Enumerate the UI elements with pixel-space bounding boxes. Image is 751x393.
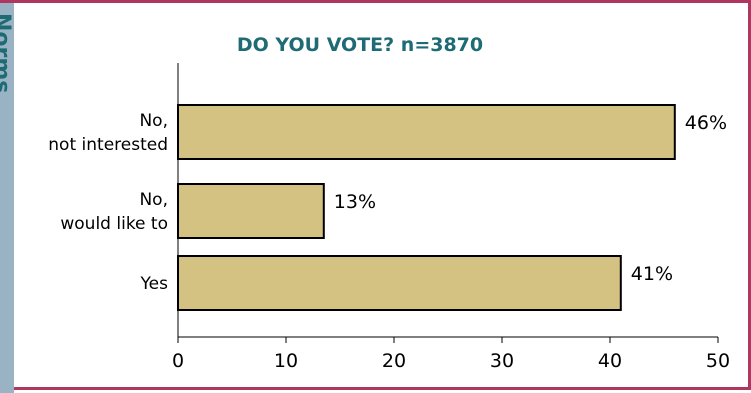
value-label-2: 41%	[631, 263, 673, 285]
bar-2	[177, 255, 622, 311]
chart-title: DO YOU VOTE? n=3870	[237, 34, 483, 56]
category-label-1-1: would like to	[60, 214, 168, 234]
x-tick-label-2: 20	[382, 350, 406, 372]
value-label-1: 13%	[334, 191, 376, 213]
bar-0	[177, 104, 676, 160]
left-accent-strip	[0, 3, 14, 393]
bars-group: 46% No, not interested 13% No, would like to 4…	[48, 104, 727, 311]
axes-group: 0 10 20 30 40 50	[172, 63, 730, 372]
category-label-0-1: not interested	[48, 135, 168, 155]
x-tick-label-5: 50	[706, 350, 730, 372]
category-label-1-0: No,	[139, 190, 168, 210]
category-label-2-0: Yes	[140, 274, 169, 294]
x-tick-label-0: 0	[172, 350, 184, 372]
x-tick-label-4: 40	[598, 350, 622, 372]
category-label-0-0: No,	[139, 111, 168, 131]
x-tick-label-3: 30	[490, 350, 514, 372]
x-tick-label-1: 10	[274, 350, 298, 372]
bar-1	[177, 183, 325, 239]
value-label-0: 46%	[685, 112, 727, 134]
